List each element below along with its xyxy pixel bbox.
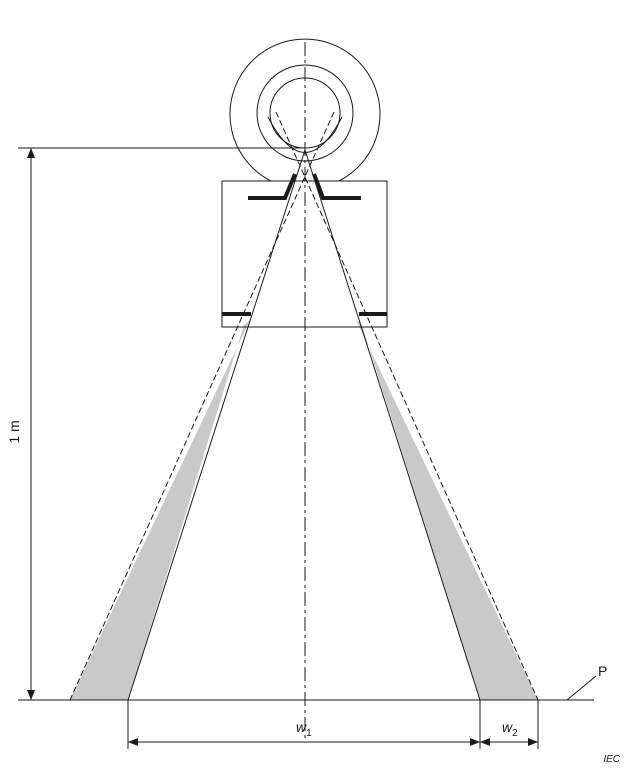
beam-edge-left-solid — [127, 149, 306, 701]
w2-label: w2 — [502, 719, 518, 739]
tube-outer-circle — [229, 38, 381, 182]
beam-edge-left-dashed — [69, 111, 335, 701]
w2-subscript: 2 — [512, 728, 518, 739]
w1-label: w1 — [296, 719, 312, 739]
w1-subscript: 1 — [306, 728, 312, 739]
iec-credit: IEC — [603, 754, 620, 765]
beam-edge-right-solid — [304, 149, 481, 701]
plane-label: P — [598, 663, 607, 679]
distance-label: 1 m — [6, 420, 22, 443]
penumbra-right — [356, 320, 538, 700]
penumbra-left — [70, 320, 250, 700]
upper-blade-left — [248, 173, 297, 200]
upper-blade-right — [312, 173, 361, 200]
beam-edge-right-dashed — [275, 111, 539, 701]
plane-label-leader — [566, 675, 597, 701]
